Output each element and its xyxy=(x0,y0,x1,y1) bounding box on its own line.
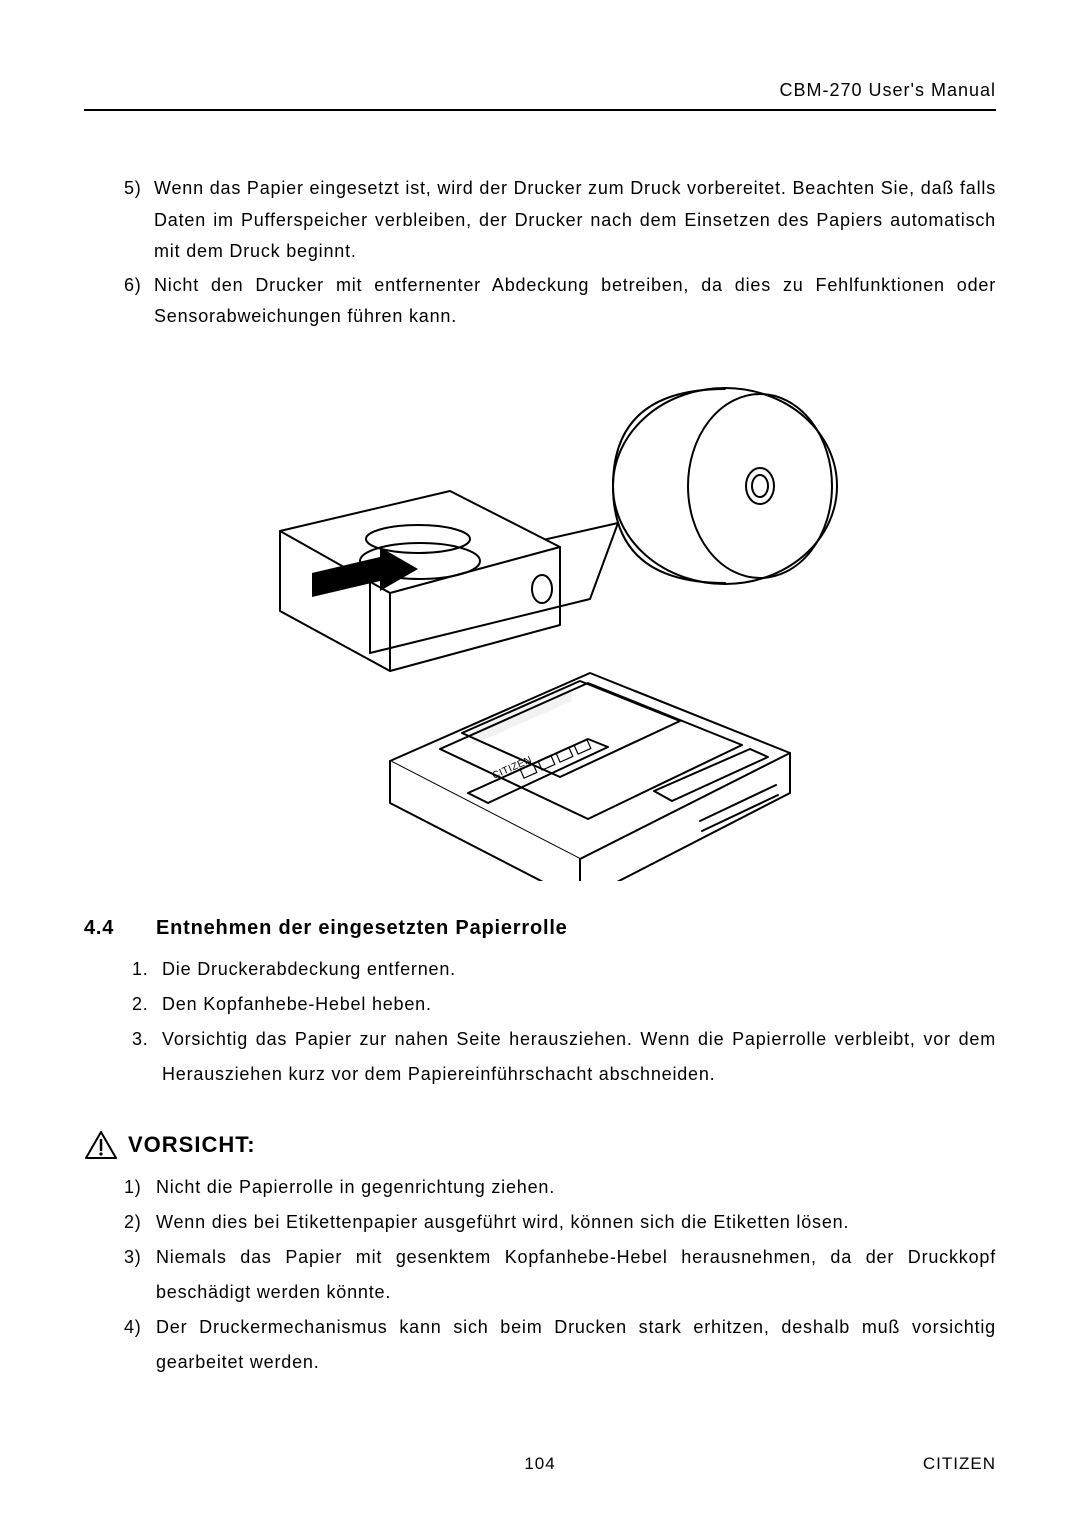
warning-heading: VORSICHT: xyxy=(84,1130,996,1160)
step-num: 1. xyxy=(132,952,162,987)
warn-num: 2) xyxy=(124,1205,156,1240)
list-item: 1) Nicht die Papierrolle in gegenrichtun… xyxy=(124,1170,996,1205)
section-title: Entnehmen der eingesetzten Papierrolle xyxy=(156,917,568,940)
list-item: 2) Wenn dies bei Etikettenpapier ausgefü… xyxy=(124,1205,996,1240)
step-text: Den Kopfanhebe-Hebel heben. xyxy=(162,987,996,1022)
warn-text: Nicht die Papierrolle in gegenrichtung z… xyxy=(156,1170,996,1205)
intro-item-num: 5) xyxy=(124,173,154,268)
intro-item-text: Nicht den Drucker mit entfernenter Abdec… xyxy=(154,270,996,333)
list-item: 3. Vorsichtig das Papier zur nahen Seite… xyxy=(132,1022,996,1092)
warn-text: Der Druckermechanismus kann sich beim Dr… xyxy=(156,1310,996,1380)
intro-item: 6) Nicht den Drucker mit entfernenter Ab… xyxy=(124,270,996,333)
intro-list: 5) Wenn das Papier eingesetzt ist, wird … xyxy=(124,173,996,333)
warn-num: 4) xyxy=(124,1310,156,1380)
printer-diagram: CITIZEN xyxy=(220,361,860,881)
list-item: 4) Der Druckermechanismus kann sich beim… xyxy=(124,1310,996,1380)
page: CBM-270 User's Manual 5) Wenn das Papier… xyxy=(0,0,1080,1528)
warn-text: Wenn dies bei Etikettenpapier ausgeführt… xyxy=(156,1205,996,1240)
footer: 104 CITIZEN xyxy=(84,1454,996,1474)
section-number: 4.4 xyxy=(84,917,156,940)
step-num: 3. xyxy=(132,1022,162,1092)
page-number: 104 xyxy=(524,1454,555,1474)
footer-brand: CITIZEN xyxy=(923,1454,996,1474)
warn-num: 3) xyxy=(124,1240,156,1310)
intro-item: 5) Wenn das Papier eingesetzt ist, wird … xyxy=(124,173,996,268)
warn-text: Niemals das Papier mit gesenktem Kopfanh… xyxy=(156,1240,996,1310)
intro-item-text: Wenn das Papier eingesetzt ist, wird der… xyxy=(154,173,996,268)
section-steps: 1. Die Druckerabdeckung entfernen. 2. De… xyxy=(132,952,996,1092)
list-item: 1. Die Druckerabdeckung entfernen. xyxy=(132,952,996,987)
warn-num: 1) xyxy=(124,1170,156,1205)
step-text: Die Druckerabdeckung entfernen. xyxy=(162,952,996,987)
section-heading: 4.4 Entnehmen der eingesetzten Papierrol… xyxy=(84,917,996,940)
warning-icon xyxy=(84,1130,118,1160)
header-title: CBM-270 User's Manual xyxy=(84,80,996,111)
intro-item-num: 6) xyxy=(124,270,154,333)
step-text: Vorsichtig das Papier zur nahen Seite he… xyxy=(162,1022,996,1092)
list-item: 2. Den Kopfanhebe-Hebel heben. xyxy=(132,987,996,1022)
warning-label: VORSICHT: xyxy=(128,1132,256,1158)
step-num: 2. xyxy=(132,987,162,1022)
warning-list: 1) Nicht die Papierrolle in gegenrichtun… xyxy=(124,1170,996,1381)
list-item: 3) Niemals das Papier mit gesenktem Kopf… xyxy=(124,1240,996,1310)
